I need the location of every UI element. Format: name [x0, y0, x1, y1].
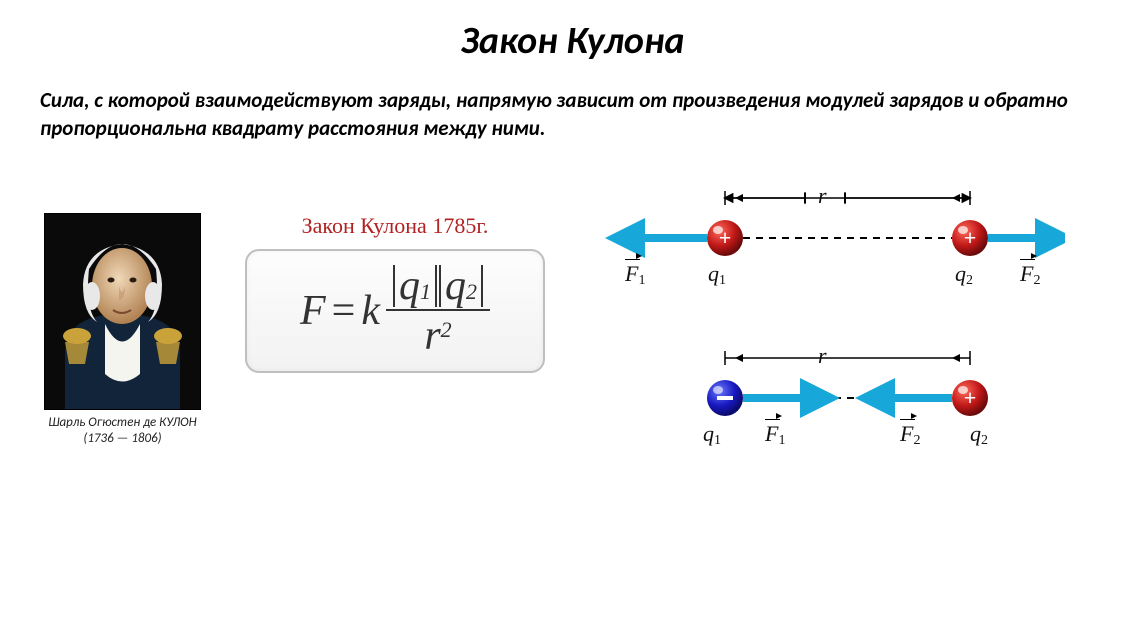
repel-q2-label: q2: [955, 261, 973, 289]
formula-abs-q1: q1: [393, 265, 437, 307]
diagram-repulsion: + + r F1 q1 q2 F2: [585, 173, 1065, 308]
formula-q2-sub: 2: [466, 281, 477, 303]
repel-q1-label: q1: [708, 261, 726, 289]
law-definition: Сила, с которой взаимодействуют заряды, …: [40, 86, 1105, 143]
attract-r-label: r: [818, 343, 827, 369]
formula-F: F: [300, 290, 326, 332]
formula-r: r: [424, 313, 440, 359]
formula-eq: =: [332, 290, 356, 332]
attract-q2-label: q2: [970, 421, 988, 449]
formula-q2: q: [445, 265, 466, 307]
portrait-block: Шарль Огюстен де КУЛОН (1736 — 1806): [40, 213, 205, 446]
formula-k: k: [361, 290, 380, 332]
portrait-caption-years: (1736 — 1806): [40, 431, 205, 446]
formula-q1-sub: 1: [420, 281, 431, 303]
attract-F2-label: F2: [900, 421, 920, 449]
attract-F1-label: F1: [765, 421, 785, 449]
portrait-image: [44, 213, 201, 410]
diagrams-block: + + r F1 q1 q2 F2: [585, 173, 1105, 493]
repel-F1-label: F1: [625, 261, 645, 289]
formula-box: F = k q1 q2 r2: [245, 249, 545, 373]
formula-abs-q2: q2: [439, 265, 483, 307]
diagram-attraction: + r q1 F1 F2 q2: [585, 333, 1065, 468]
formula-r-sup: 2: [441, 317, 452, 342]
coulomb-formula: F = k q1 q2 r2: [265, 265, 525, 357]
repel-F2-label: F2: [1020, 261, 1040, 289]
attract-q1-label: q1: [703, 421, 721, 449]
formula-q1: q: [399, 265, 420, 307]
formula-fraction: q1 q2 r2: [386, 265, 490, 357]
portrait-caption-name: Шарль Огюстен де КУЛОН: [40, 416, 205, 431]
formula-block: Закон Кулона 1785г. F = k q1 q2: [245, 213, 545, 373]
content-row: Шарль Огюстен де КУЛОН (1736 — 1806) Зак…: [40, 203, 1105, 493]
page-title: Закон Кулона: [40, 18, 1105, 64]
formula-heading: Закон Кулона 1785г.: [245, 213, 545, 239]
repel-r-label: r: [818, 183, 827, 209]
